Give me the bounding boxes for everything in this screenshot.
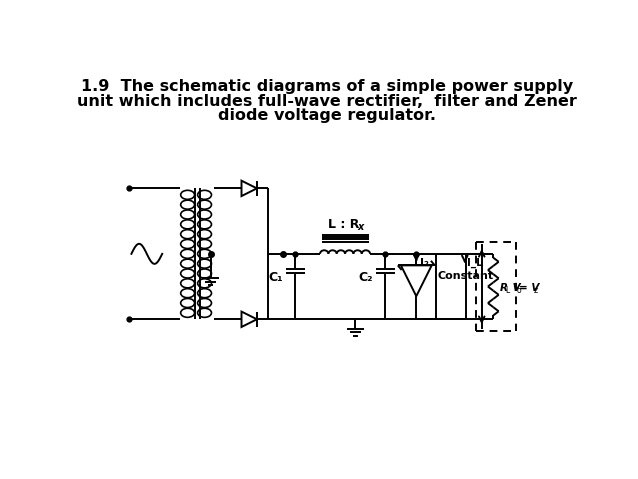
- Text: R: R: [500, 284, 508, 294]
- Text: C₂: C₂: [359, 271, 373, 284]
- Text: unit which includes full-wave rectifier,  filter and Zener: unit which includes full-wave rectifier,…: [77, 94, 577, 109]
- Polygon shape: [242, 181, 257, 196]
- Text: L: L: [505, 286, 510, 295]
- Text: 1.9  The schematic diagrams of a simple power supply: 1.9 The schematic diagrams of a simple p…: [81, 79, 573, 94]
- Text: diode voltage regulator.: diode voltage regulator.: [218, 108, 436, 123]
- Text: = V: = V: [519, 284, 539, 294]
- Text: L : R: L : R: [328, 218, 359, 231]
- Text: V: V: [508, 284, 521, 294]
- Text: I₂: I₂: [420, 258, 429, 268]
- Polygon shape: [401, 265, 432, 296]
- Text: x: x: [357, 222, 363, 232]
- Polygon shape: [242, 311, 257, 327]
- Text: o: o: [516, 286, 521, 295]
- Text: Constant: Constant: [437, 271, 493, 281]
- Text: I_L: I_L: [467, 258, 483, 268]
- Text: z: z: [534, 286, 538, 295]
- Text: C₁: C₁: [269, 271, 283, 284]
